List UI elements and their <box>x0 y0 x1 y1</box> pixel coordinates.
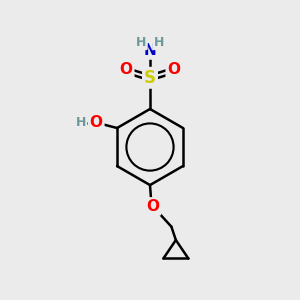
Text: N: N <box>144 43 156 58</box>
Text: O: O <box>146 199 160 214</box>
Text: O: O <box>120 62 133 77</box>
Text: O: O <box>167 62 180 77</box>
Text: O: O <box>90 115 103 130</box>
Text: H: H <box>136 36 146 49</box>
Text: H: H <box>76 116 86 129</box>
Text: S: S <box>144 69 156 87</box>
Text: H: H <box>154 36 164 49</box>
